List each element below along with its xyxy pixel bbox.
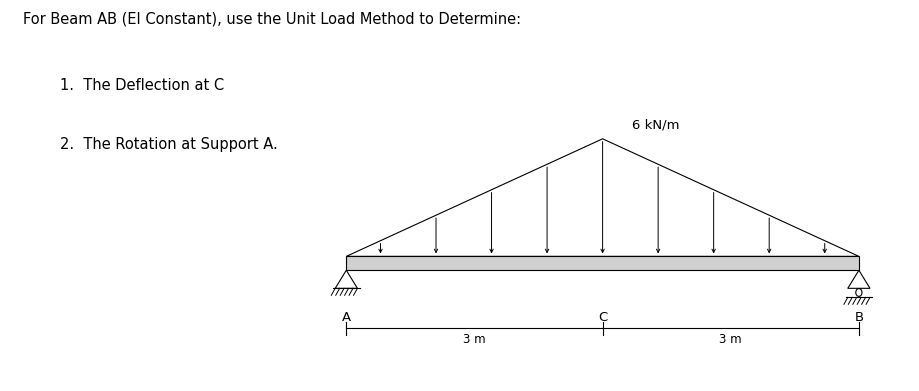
Text: 2.  The Rotation at Support A.: 2. The Rotation at Support A. bbox=[60, 137, 278, 152]
Text: A: A bbox=[341, 311, 350, 324]
Text: C: C bbox=[597, 311, 607, 324]
Bar bbox=[346, 256, 858, 270]
Text: 1.  The Deflection at C: 1. The Deflection at C bbox=[60, 78, 223, 93]
Text: B: B bbox=[854, 311, 863, 324]
Text: 3 m: 3 m bbox=[719, 333, 742, 346]
Text: 6 kN/m: 6 kN/m bbox=[632, 118, 679, 131]
Text: 3 m: 3 m bbox=[462, 333, 485, 346]
Text: For Beam AB (EI Constant), use the Unit Load Method to Determine:: For Beam AB (EI Constant), use the Unit … bbox=[23, 12, 520, 27]
